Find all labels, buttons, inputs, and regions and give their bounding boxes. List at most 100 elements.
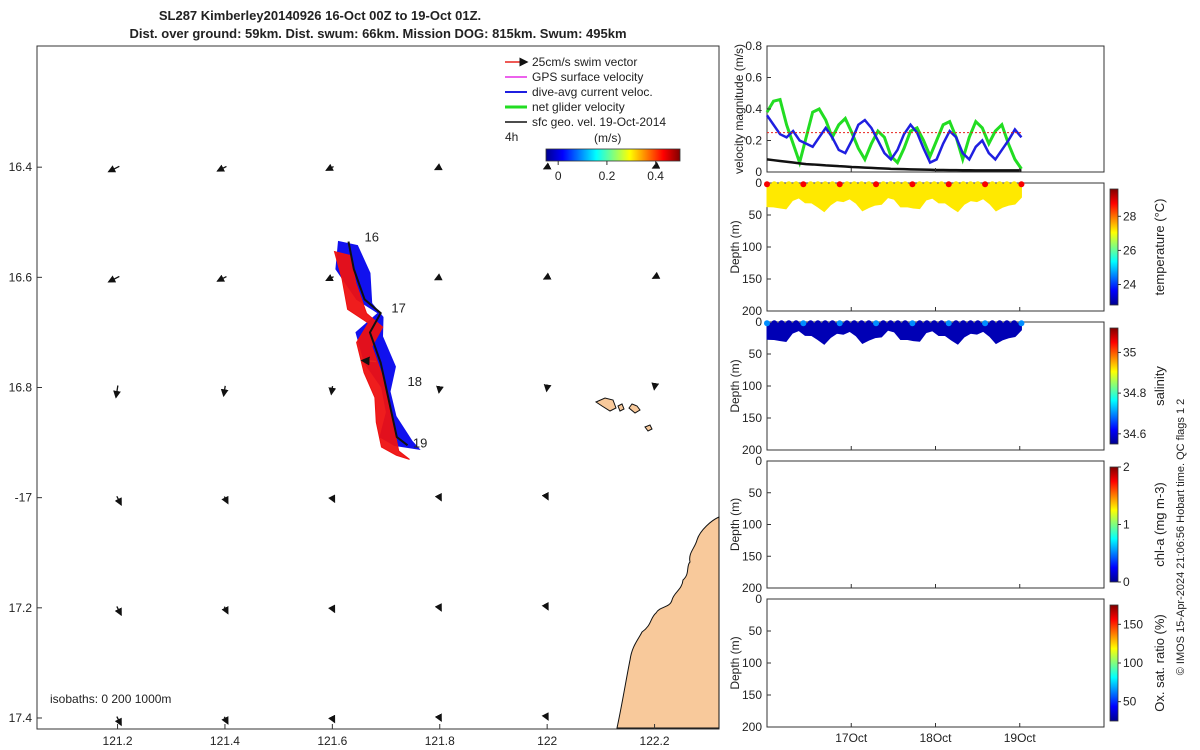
swim-vector-arrow	[360, 356, 377, 366]
chl-colorbar-label: chl-a (mg m-3)	[1152, 482, 1167, 567]
salinity-y-tick-label: 100	[742, 379, 762, 393]
velocity-y-tick-label: 0	[755, 165, 762, 179]
title-line-2: Dist. over ground: 59km. Dist. swum: 66k…	[129, 26, 626, 41]
salinity-ylabel: Depth (m)	[728, 359, 742, 412]
map-legend: 25cm/s swim vector GPS surface velocity …	[505, 55, 681, 183]
map-y-tick-label: -17	[15, 491, 33, 505]
title-line-1: SL287 Kimberley20140926 16-Oct 00Z to 19…	[159, 8, 481, 23]
velocity-y-tick-label: 0.2	[745, 134, 762, 148]
time-tick-label: 17Oct	[835, 731, 868, 745]
day-label: 18	[407, 374, 421, 389]
map-y-tick-label: 16.6	[9, 270, 33, 284]
sfc-geo-vector	[434, 713, 442, 722]
temperature-surface-dot	[938, 181, 945, 188]
sfc-geo-vector	[328, 494, 336, 504]
sfc-geo-vector	[221, 716, 229, 725]
chl-y-tick-label: 0	[755, 454, 762, 468]
chl-ylabel: Depth (m)	[728, 498, 742, 551]
salinity-surface-dot	[923, 320, 930, 327]
temperature-surface-dot	[800, 181, 807, 188]
temperature-surface-dot	[982, 181, 989, 188]
map-y-ticks: 16.4 16.6 16.8 -17 17.2 17.4	[9, 160, 42, 725]
salinity-y-tick-label: 150	[742, 411, 762, 425]
temperature-section: 0 50 100 150 200 Depth (m) 24 26 28 temperature (…	[728, 176, 1167, 318]
day-label: 19	[413, 436, 427, 451]
temperature-colorbar-tick-label: 28	[1123, 209, 1137, 223]
sfc-geo-vector	[436, 385, 444, 394]
sfc-geo-vector	[542, 272, 552, 280]
chl-y-tick-label: 200	[742, 581, 762, 595]
salinity-surface-dot	[1003, 320, 1010, 327]
salinity-colorbar	[1109, 327, 1119, 445]
sfc-geo-vector	[434, 492, 442, 502]
salinity-frame	[766, 321, 1105, 451]
legend-dive-current: dive-avg current veloc.	[532, 85, 653, 99]
sfc-geo-vector	[220, 385, 229, 398]
temperature-surface-dot	[764, 181, 770, 188]
temperature-surface-dot	[989, 181, 996, 188]
salinity-surface-dot	[945, 320, 952, 327]
chl-y-tick-label: 100	[742, 518, 762, 532]
map-x-tick-label: 122.2	[640, 734, 670, 748]
temperature-surface-dot	[894, 181, 901, 188]
temperature-colorbar-label: temperature (°C)	[1152, 199, 1167, 296]
salinity-surface-dot	[851, 320, 858, 327]
speed-colorbar-ticks: 0 0.2 0.4	[555, 161, 664, 183]
day-labels: 16 17 18 19	[365, 230, 428, 451]
salinity-surface-dot	[953, 320, 960, 327]
sfc-geo-vector	[328, 714, 336, 724]
map-x-tick-label: 121.8	[425, 734, 455, 748]
time-axis-ticks: 17Oct 18Oct 19Oct	[835, 168, 1036, 745]
map-x-ticks: 121.2 121.4 121.6 121.8 122 122.2	[103, 724, 670, 748]
salinity-surface-dot	[829, 320, 836, 327]
surface-geostrophic-vectors	[107, 161, 661, 727]
velocity-y-tick-label: 0.4	[745, 102, 762, 116]
speed-colorbar-tick-label: 0.2	[599, 169, 616, 183]
temperature-surface-dot	[996, 181, 1003, 188]
temperature-surface-dot	[865, 181, 872, 188]
legend-gps-velocity: GPS surface velocity	[532, 70, 643, 84]
temperature-surface-dot	[807, 181, 814, 188]
sfc-geo-vector	[216, 274, 227, 282]
salinity-surface-dot	[967, 320, 974, 327]
chl-y-tick-label: 50	[749, 486, 763, 500]
temperature-surface-dot	[822, 181, 829, 188]
temperature-surface-dot	[1018, 181, 1025, 188]
salinity-surface-dot	[807, 320, 814, 327]
map-x-tick-label: 122	[537, 734, 557, 748]
swim-vector-ribbon	[333, 250, 410, 460]
oxygen-y-tick-label: 100	[742, 656, 762, 670]
temperature-panel: 0 50 100 150 200 Depth (m) 24 26 28 temperature (…	[728, 176, 1167, 318]
salinity-colorbar-label: salinity	[1152, 366, 1167, 406]
speed-colorbar-tick-label: 0.4	[647, 169, 664, 183]
sfc-geo-vector	[433, 163, 443, 171]
salinity-surface-dot	[996, 320, 1003, 327]
salinity-surface-dot	[894, 320, 901, 327]
temperature-surface-dot	[887, 181, 894, 188]
temperature-y-tick-label: 100	[742, 240, 762, 254]
salinity-surface-dot	[1011, 320, 1018, 327]
map-y-tick-label: 17.2	[9, 601, 33, 615]
day-label: 17	[391, 301, 405, 316]
map-y-tick-label: 16.4	[9, 160, 33, 174]
salinity-surface-dot	[858, 320, 865, 327]
sfc-geo-vector	[541, 491, 549, 501]
legend-swim-vector: 25cm/s swim vector	[532, 55, 637, 69]
temperature-surface-dot	[1003, 181, 1010, 188]
temperature-surface-dot	[880, 181, 887, 188]
salinity-y-tick-label: 200	[742, 443, 762, 457]
sfc-geo-vector	[221, 495, 229, 505]
sfc-geo-vector	[325, 273, 334, 282]
chl-colorbar-tick-label: 0	[1123, 575, 1130, 589]
sfc-geo-vector	[543, 384, 552, 393]
chl-frame	[766, 460, 1105, 589]
salinity-surface-dot	[778, 320, 785, 327]
temperature-surface-dot	[858, 181, 865, 188]
oxygen-y-tick-label: 50	[749, 624, 763, 638]
map-y-tick-label: 16.8	[9, 381, 33, 395]
velocity-series-net_glider	[765, 97, 1023, 170]
oxygen-colorbar-tick-label: 150	[1123, 617, 1143, 631]
chl-section: 0 50 100 150 200 Depth (m) 0 1 2 chl-a (mg m-3)	[728, 454, 1167, 595]
salinity-surface-dot	[873, 320, 880, 327]
